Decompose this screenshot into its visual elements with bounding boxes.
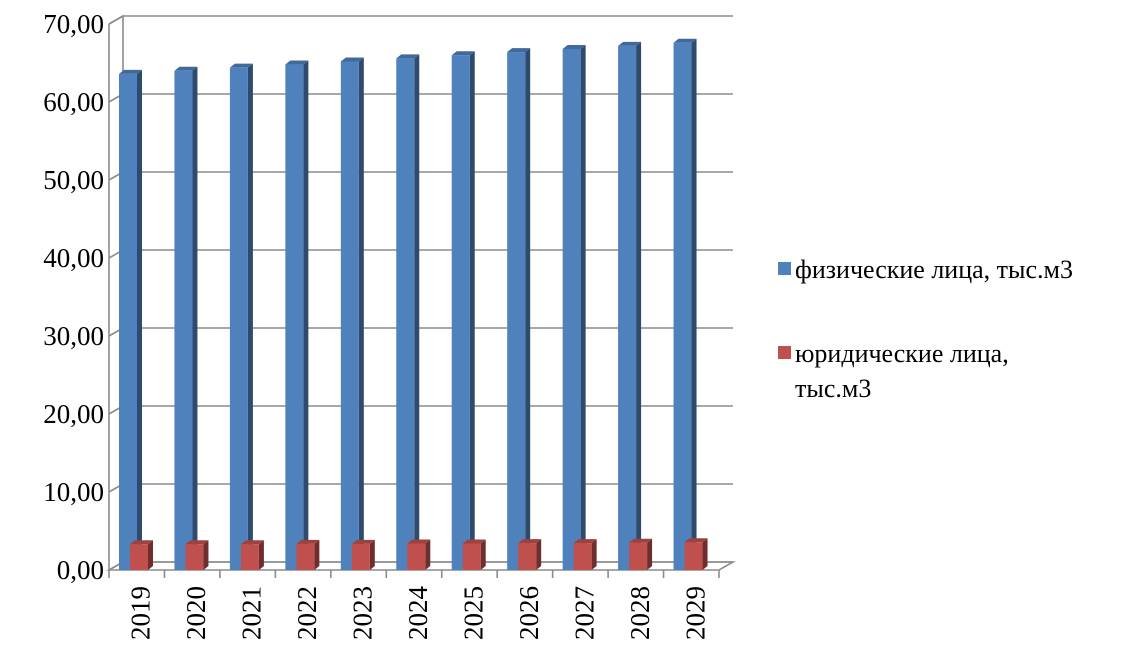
y-tick-label: 20,00: [43, 399, 104, 429]
x-tick-label: 2027: [569, 586, 599, 640]
bar-individuals-2028: [618, 41, 642, 570]
y-tick-label: 30,00: [43, 321, 104, 351]
bar-individuals-2024: [396, 54, 420, 570]
x-tick-label: 2028: [625, 586, 655, 640]
y-tick-label: 70,00: [43, 9, 104, 39]
bar-legal-entities-2028: [629, 538, 653, 570]
y-tick-label: 60,00: [43, 87, 104, 117]
bar-individuals-2020: [174, 66, 198, 571]
bar-legal-entities-2019: [130, 540, 153, 570]
bar-legal-entities-2022: [296, 539, 320, 570]
x-tick-label: 2019: [126, 586, 156, 640]
bar-individuals-2029: [673, 38, 697, 571]
x-tick-label: 2022: [292, 586, 322, 640]
legend-label: юридические лица, тыс.м3: [795, 339, 1009, 403]
bar-individuals-2021: [229, 63, 253, 571]
legend-swatch: [778, 262, 791, 275]
bar-legal-entities-2020: [185, 540, 209, 570]
y-tick-label: 50,00: [43, 165, 104, 195]
legend-item: юридические лица, тыс.м3: [778, 339, 1009, 403]
x-tick-labels: 2019 2020 2021 2022 2023 2024 2025 2026 2027 2028…: [126, 586, 711, 641]
bar-legal-entities-2029: [684, 538, 708, 570]
x-tick-label: 2029: [680, 586, 710, 640]
bars-layer: [119, 38, 708, 571]
bar-individuals-2023: [340, 57, 364, 570]
y-tick-label: 40,00: [43, 243, 104, 273]
y-tick-labels: 0,00 10,00 20,00 30,00 40,00 50,00 60,00 70,00: [43, 9, 104, 585]
y-tick-label: 0,00: [57, 555, 104, 585]
x-tick-label: 2025: [458, 586, 488, 640]
bar-individuals-2022: [285, 60, 309, 571]
bar-individuals-2019: [119, 69, 142, 571]
bar-legal-entities-2025: [462, 539, 486, 570]
legend-swatch: [778, 346, 791, 359]
y-tick-label: 10,00: [43, 477, 104, 507]
legend-item: физические лица, тыс.м3: [778, 255, 1073, 284]
x-tick-label: 2021: [237, 586, 267, 640]
bar-legal-entities-2026: [518, 539, 542, 570]
legend: физические лица, тыс.м3 юридические лица,…: [778, 255, 1073, 403]
x-tick-label: 2023: [348, 586, 378, 640]
x-tick-label: 2020: [181, 586, 211, 640]
bar-legal-entities-2024: [407, 539, 431, 570]
bar-legal-entities-2021: [240, 540, 264, 570]
x-tick-label: 2024: [403, 586, 433, 641]
bar-legal-entities-2027: [573, 539, 597, 570]
bar-legal-entities-2023: [351, 539, 375, 570]
bar-individuals-2025: [451, 51, 475, 570]
bar-individuals-2027: [562, 44, 586, 570]
bar-individuals-2026: [507, 48, 531, 570]
legend-label: физические лица, тыс.м3: [795, 255, 1073, 284]
x-tick-label: 2026: [514, 586, 544, 640]
